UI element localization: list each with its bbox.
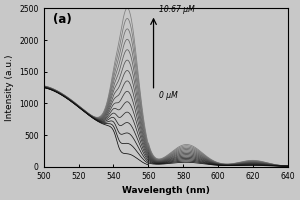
Y-axis label: Intensity (a.u.): Intensity (a.u.) [5, 54, 14, 121]
X-axis label: Wavelength (nm): Wavelength (nm) [122, 186, 210, 195]
Text: (a): (a) [53, 13, 72, 26]
Text: 0 μM: 0 μM [159, 91, 178, 100]
Text: 10.67 μM: 10.67 μM [159, 5, 194, 14]
